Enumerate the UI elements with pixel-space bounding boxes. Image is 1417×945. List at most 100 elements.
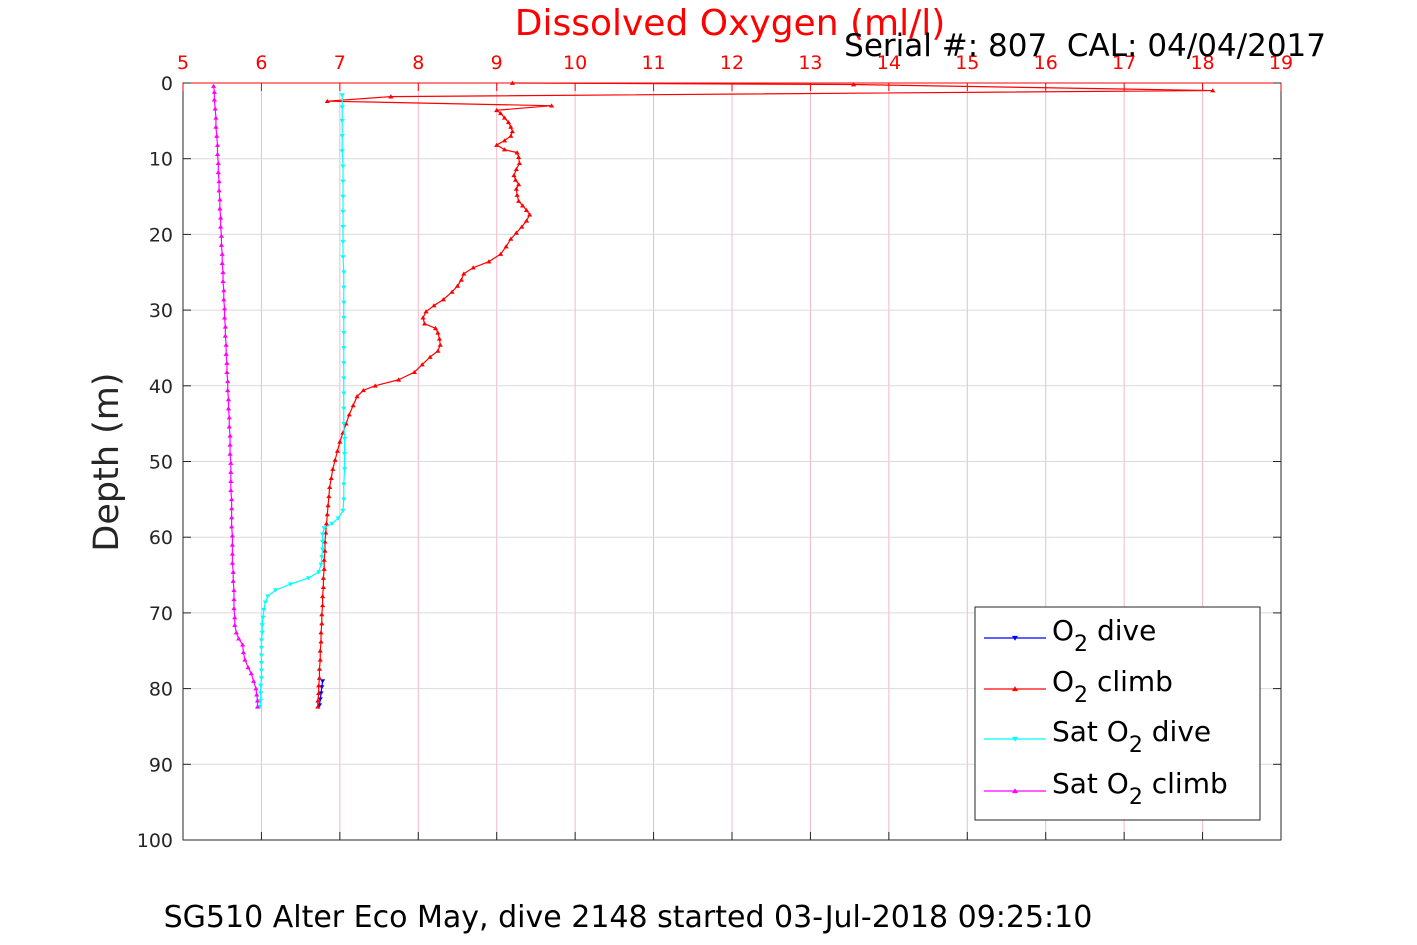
legend-box [974,606,1261,821]
data-point [340,508,346,514]
data-point [217,197,223,202]
x-tick-label: 11 [641,52,665,74]
data-point [228,478,234,484]
data-point [341,315,347,321]
data-point [341,346,347,351]
data-point [257,704,263,710]
x-tick-label: 19 [1269,52,1293,74]
data-point [396,377,402,382]
data-point [218,233,225,238]
data-point [229,506,235,511]
data-point [508,236,514,241]
data-point [250,678,257,683]
data-point [229,497,235,502]
data-point [501,138,508,143]
data-point [240,642,246,647]
data-point [324,512,330,517]
data-point [519,203,526,208]
data-point [317,648,323,653]
data-point [322,539,328,544]
data-point [516,160,523,166]
x-tick-label: 15 [955,52,979,74]
data-point [225,388,231,393]
data-point [511,173,517,178]
y-tick-label: 70 [149,603,173,625]
data-point [211,97,217,102]
series-o-2-dive [316,679,326,708]
y-tick-label: 10 [149,149,173,171]
data-point [219,251,225,256]
data-point [320,532,326,537]
data-point [229,533,236,538]
data-point [454,283,461,288]
data-point [340,209,346,215]
y-tick-label: 20 [149,224,173,246]
data-point [272,588,279,593]
data-point [227,442,233,447]
data-point [341,361,347,366]
data-point [339,134,345,139]
data-point [431,303,437,308]
data-point [498,110,504,116]
data-point [229,551,236,556]
data-point [501,147,508,152]
data-point [231,587,237,593]
data-point [508,124,514,129]
data-point [494,142,500,147]
series-line [259,95,346,707]
data-point [232,615,238,620]
data-point [486,259,492,264]
x-tick-label: 8 [412,52,424,74]
data-point [220,278,226,284]
x-tick-label: 12 [720,52,744,74]
data-point [259,623,265,628]
data-point [224,360,230,365]
data-point [340,225,346,230]
y-tick-label: 100 [137,830,173,852]
data-point [523,218,530,223]
data-point [227,451,233,456]
data-point [339,105,345,110]
data-point [372,383,378,388]
data-point [354,394,360,399]
data-point [319,612,325,617]
data-point [325,503,331,508]
series-o-2-climb [315,80,1216,709]
data-point [330,466,336,471]
data-point [327,484,333,490]
data-point [258,676,265,681]
data-point [320,679,326,684]
x-tick-label: 7 [334,52,346,74]
axis-ticks: 5 6 7 8 9 10 11 12 13 14 15 16 17 18 19 0 10 20 30 40 50 60 70… [137,52,1293,852]
data-point [340,255,346,260]
chart-title: Dissolved Oxygen (ml/l) [515,3,946,44]
data-point [210,83,217,88]
data-point [213,124,219,129]
data-point [321,526,327,531]
data-point [341,452,348,457]
data-point [343,421,349,426]
x-tick-label: 5 [177,52,189,74]
data-point [223,351,229,356]
data-point [221,306,228,311]
data-point [334,448,341,453]
data-point [427,354,433,359]
legend-label: O2 climb [1052,665,1173,708]
data-point [339,93,345,98]
data-point [228,460,234,465]
data-point [222,324,228,329]
data-point [216,188,222,193]
data-point [229,542,236,547]
data-point [316,666,323,671]
data-point [259,630,265,635]
data-point [440,297,446,302]
data-point [341,421,347,426]
y-tick-label: 80 [149,679,173,701]
data-point [321,557,327,562]
legend-swatch-marker [1012,635,1018,641]
data-point [549,103,555,108]
data-point [211,89,217,94]
data-point [501,115,508,120]
data-point [411,369,417,374]
data-point [332,457,338,462]
